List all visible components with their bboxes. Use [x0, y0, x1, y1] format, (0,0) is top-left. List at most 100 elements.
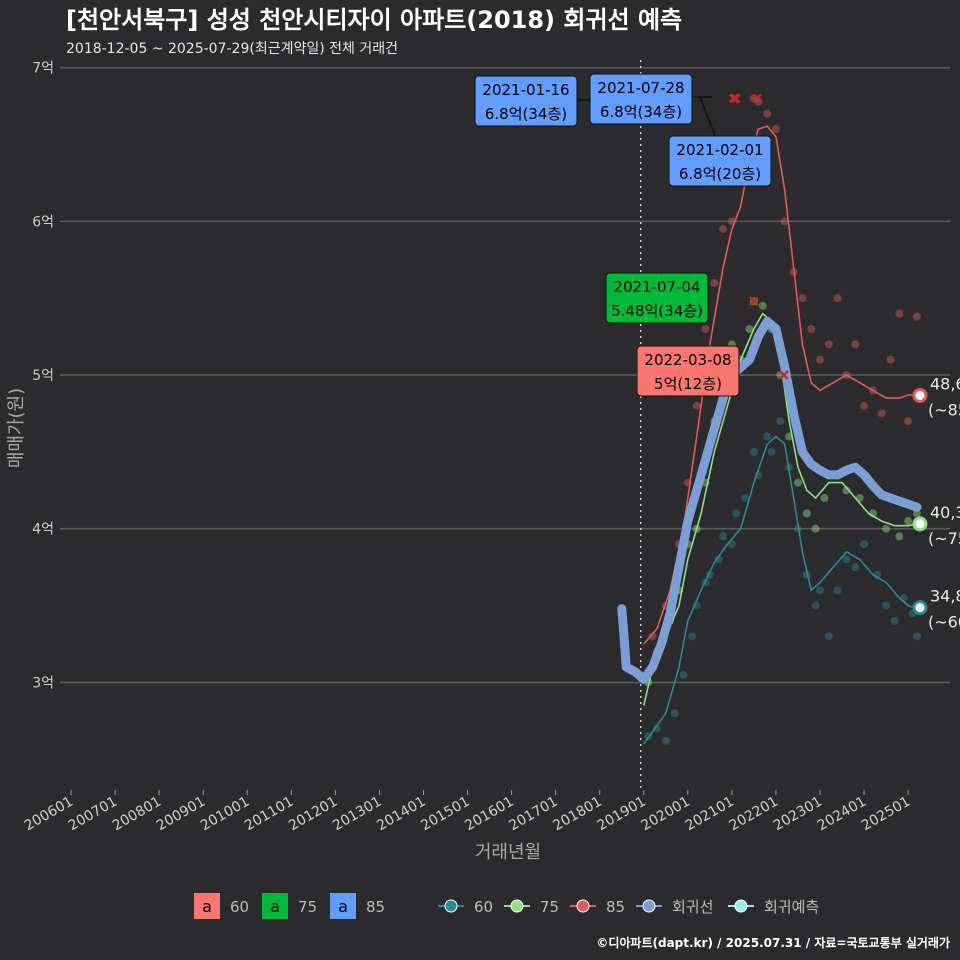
legend-series-dot	[444, 899, 458, 913]
annotation-box	[589, 73, 693, 125]
end-label-value-85: 48,672	[930, 374, 960, 393]
point-60	[899, 593, 908, 602]
point-75	[758, 301, 767, 310]
point-60	[912, 632, 921, 641]
point-60	[661, 736, 670, 745]
point-85	[648, 632, 657, 641]
annotation-marker	[731, 93, 741, 104]
annotation-date: 2022-03-08	[644, 351, 731, 369]
point-60	[767, 447, 776, 456]
end-label-value-75: 40,317	[930, 503, 960, 522]
x-axis-title: 거래년월	[475, 842, 541, 863]
point-60	[719, 532, 728, 541]
point-85	[719, 225, 728, 234]
point-85	[771, 125, 780, 134]
series-line-85	[643, 125, 917, 645]
annotations: 2021-01-16 6.8억(34층) 2021-07-28 6.8억(34층) 20…	[474, 73, 789, 397]
point-60	[714, 555, 723, 564]
point-60	[776, 417, 785, 426]
point-60	[851, 563, 860, 572]
y-tick-label: 5억	[32, 368, 54, 384]
annotation-box	[474, 75, 578, 127]
annotation-marker	[752, 93, 762, 104]
point-85	[912, 312, 921, 321]
legend-series-text: 60	[474, 898, 493, 916]
y-tick-label: 7억	[32, 61, 54, 77]
annotation-date: 2021-02-01	[676, 141, 763, 159]
series-line-60	[643, 435, 918, 745]
point-60	[688, 632, 697, 641]
annotation-date: 2021-07-04	[613, 278, 700, 296]
point-85	[824, 340, 833, 349]
annotation-price: 6.8억(34층)	[485, 105, 567, 123]
regression-line-group	[617, 316, 922, 684]
y-tick-label: 3억	[32, 675, 54, 691]
legend-series-text: 회귀예측	[764, 898, 819, 916]
legend-series-text: 75	[540, 898, 559, 916]
end-label-area-60: (~60㎡)	[928, 613, 960, 632]
y-tick-label: 4억	[32, 522, 54, 538]
point-85	[692, 401, 701, 410]
y-axis: 3억 4억 5억 6억 7억	[32, 61, 54, 692]
point-75	[895, 532, 904, 541]
point-75	[882, 524, 891, 533]
legend-label-text: 75	[298, 898, 317, 916]
chart-subtitle: 2018-12-05 ~ 2025-07-29(최근계약일) 전체 거래건	[66, 41, 398, 57]
legend-label-swatch	[194, 893, 220, 919]
point-85	[816, 355, 825, 364]
point-60	[741, 494, 750, 502]
annotation-price: 6.8억(20층)	[679, 165, 761, 183]
chart-title: [천안서북구] 성성 천안시티자이 아파트(2018) 회귀선 예측	[66, 6, 682, 34]
annotation-marker	[728, 93, 739, 104]
point-85	[851, 340, 860, 349]
point-75	[912, 509, 921, 518]
point-85	[780, 217, 789, 226]
point-60	[653, 724, 662, 733]
legend-series-dot	[510, 899, 524, 913]
point-75	[904, 517, 913, 526]
point-75	[802, 509, 811, 518]
point-85	[798, 294, 807, 303]
point-75	[745, 324, 754, 333]
end-label-value-60: 34,865	[930, 587, 960, 606]
end-label-area-85: (~85㎡)	[928, 400, 960, 419]
point-60	[860, 540, 869, 549]
point-60	[679, 670, 688, 679]
legend-label-swatch	[262, 893, 288, 919]
annotation-price: 5.48억(34층)	[611, 302, 703, 320]
legend-series-dot	[734, 899, 748, 913]
annotation-leader	[699, 96, 717, 139]
legend-label-glyph: a	[338, 897, 348, 916]
annotation-price: 5억(12층)	[654, 375, 722, 393]
legend-label-glyph: a	[202, 897, 212, 916]
point-60	[833, 586, 842, 595]
y-tick-label: 6억	[32, 214, 54, 230]
point-60	[749, 447, 758, 456]
point-85	[886, 355, 895, 364]
legend: a 60 a 75 a 85 60 75 85 회귀선 회귀예측	[194, 893, 819, 919]
point-60	[890, 616, 899, 625]
point-75	[820, 494, 829, 502]
legend-series-dot	[576, 899, 590, 913]
legend-label-text: 60	[230, 898, 249, 916]
end-point-85	[912, 387, 928, 403]
footer-credit: ©디아파트(dapt.kr) / 2025.07.31 / 자료=국토교통부 실…	[596, 935, 950, 950]
point-75	[811, 524, 820, 533]
point-75	[793, 478, 802, 487]
end-point-75	[912, 516, 928, 532]
end-point-60	[912, 600, 928, 616]
annotation-marker	[779, 370, 789, 380]
point-60	[882, 601, 891, 610]
end-label-area-75: (~75㎡)	[928, 529, 960, 548]
point-60	[824, 632, 833, 641]
legend-series-text: 85	[606, 898, 625, 916]
annotation-box	[605, 272, 709, 324]
legend-series-dot	[642, 899, 656, 913]
regression-line	[617, 316, 922, 684]
y-gridlines	[60, 66, 950, 684]
end-points: 34,865 (~60㎡) 40,317 (~75㎡) 48,672 (~85㎡)	[912, 374, 960, 632]
point-85	[710, 278, 719, 287]
point-85	[860, 401, 869, 410]
point-85	[895, 309, 904, 318]
y-axis-title: 매매가(원)	[6, 388, 27, 468]
